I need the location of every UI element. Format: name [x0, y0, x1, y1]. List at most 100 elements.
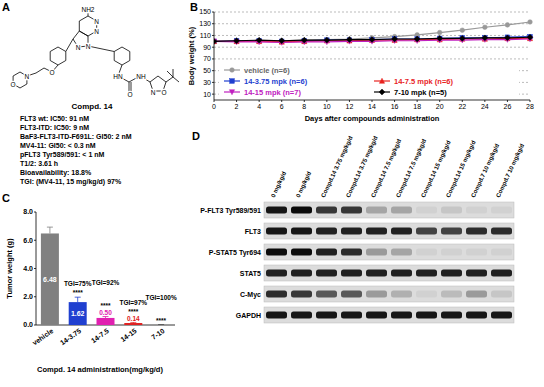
x-tick: [439, 100, 440, 102]
x-tick-label: 0: [212, 103, 216, 110]
error-bar: [103, 317, 109, 318]
atom-label: O: [127, 91, 132, 98]
marker: [392, 37, 397, 42]
band: [291, 291, 312, 298]
band: [491, 228, 512, 235]
error-bar: [75, 297, 81, 302]
band: [366, 228, 387, 235]
band: [391, 228, 412, 235]
legend-label: 14-15 mpk (n=7): [244, 88, 301, 97]
bond: [88, 12, 89, 16]
marker: [234, 39, 239, 44]
x-tick-label: 14-3.75: [59, 327, 83, 346]
significance-stars: ****: [100, 302, 111, 309]
bond: [88, 46, 114, 52]
x-tick-label: 14-15: [119, 327, 138, 343]
x-tick-label: 24: [481, 103, 489, 110]
band: [366, 207, 387, 214]
y-axis-title: Body weight (%): [187, 26, 196, 85]
x-tick: [372, 100, 373, 102]
significance-stars: ****: [73, 289, 84, 296]
grid-line: [214, 23, 530, 24]
band: [291, 249, 312, 256]
figure: ANH2NNNNONOHNONHNOCompd. 14FLT3 wt: IC50…: [0, 0, 544, 387]
property-text: MV4-11: GI50: < 0.3 nM: [20, 142, 96, 149]
row-label: P-STAT5 Tyr694: [209, 249, 261, 257]
panel-letter: D: [192, 130, 200, 142]
marker: [505, 23, 510, 28]
error-bar: [47, 227, 53, 233]
bar: [152, 325, 170, 326]
legend-marker: [230, 68, 235, 73]
significance-stars: ****: [128, 308, 139, 315]
band: [466, 312, 487, 319]
marker: [369, 37, 375, 43]
marker: [234, 38, 240, 44]
band: [266, 270, 287, 277]
y-axis: [214, 12, 215, 100]
marker: [527, 34, 533, 40]
x-tick-label: 28: [526, 103, 534, 110]
x-tick: [304, 100, 305, 102]
y-tick-label: 110: [200, 32, 211, 39]
x-tick: [462, 100, 463, 102]
band: [341, 291, 362, 298]
property-text: pFLT3 Tyr589/591: < 1 nM: [20, 151, 105, 159]
band: [441, 228, 462, 235]
legend-label: 14-7.5 mpk (n=6): [394, 77, 453, 86]
compound-title: Compd. 14: [72, 102, 113, 111]
blot-strip: [264, 223, 514, 239]
lane-label: Compd.7 10 mg/kg/d: [470, 142, 500, 198]
plot-data: [214, 20, 533, 46]
band: [466, 228, 487, 235]
error-bar: [158, 325, 164, 326]
bar: [69, 302, 87, 325]
band: [416, 270, 437, 277]
y-tick: [34, 268, 36, 269]
legend-marker: [379, 89, 385, 95]
band: [466, 291, 487, 298]
x-tick-label: 2: [235, 103, 239, 110]
atom-label: NH2: [81, 6, 94, 13]
x-tick-label: vehicle: [31, 327, 55, 346]
annotation: TGI=97%: [119, 299, 147, 306]
y-tick: [34, 325, 36, 326]
x-tick: [349, 100, 350, 102]
blot-strip: [264, 307, 514, 323]
band: [416, 291, 437, 298]
atom-label: N: [94, 28, 99, 35]
band: [291, 270, 312, 277]
y-tick-label: 50: [203, 67, 211, 74]
blot-strip: [264, 244, 514, 260]
property-text: FLT3 wt: IC50: 91 nM: [20, 115, 89, 122]
band: [416, 249, 437, 256]
band: [291, 207, 312, 214]
band: [441, 312, 462, 319]
error-bar: [130, 322, 136, 324]
property-text: T1/2: 3.61 h: [20, 160, 58, 167]
marker: [302, 38, 307, 43]
y-axis-title: Tumor weight (g): [5, 238, 14, 299]
marker: [214, 39, 216, 44]
x-tick-label: 6: [280, 103, 284, 110]
atom-label: HN: [113, 73, 123, 80]
band: [316, 270, 337, 277]
legend-label: vehicle (n=6): [244, 66, 290, 75]
x-tick-label: 8: [302, 103, 306, 110]
x-tick: [214, 100, 215, 102]
band: [341, 270, 362, 277]
property-text: TGI: (MV4-11, 15 mg/kg/d) 97%: [20, 178, 122, 186]
band: [266, 207, 287, 214]
y-tick-label: 30: [203, 79, 211, 86]
marker: [214, 38, 217, 44]
marker: [437, 36, 442, 41]
marker: [505, 35, 511, 41]
band: [391, 249, 412, 256]
marker: [460, 28, 465, 33]
lane-label: 0 mg/kg/d: [295, 170, 312, 198]
line-chart: 1030507090110130150024681012141618202224…: [199, 8, 534, 110]
atom-label: O: [11, 81, 16, 88]
y-tick: [212, 70, 214, 71]
bond: [173, 69, 174, 77]
band: [366, 249, 387, 256]
